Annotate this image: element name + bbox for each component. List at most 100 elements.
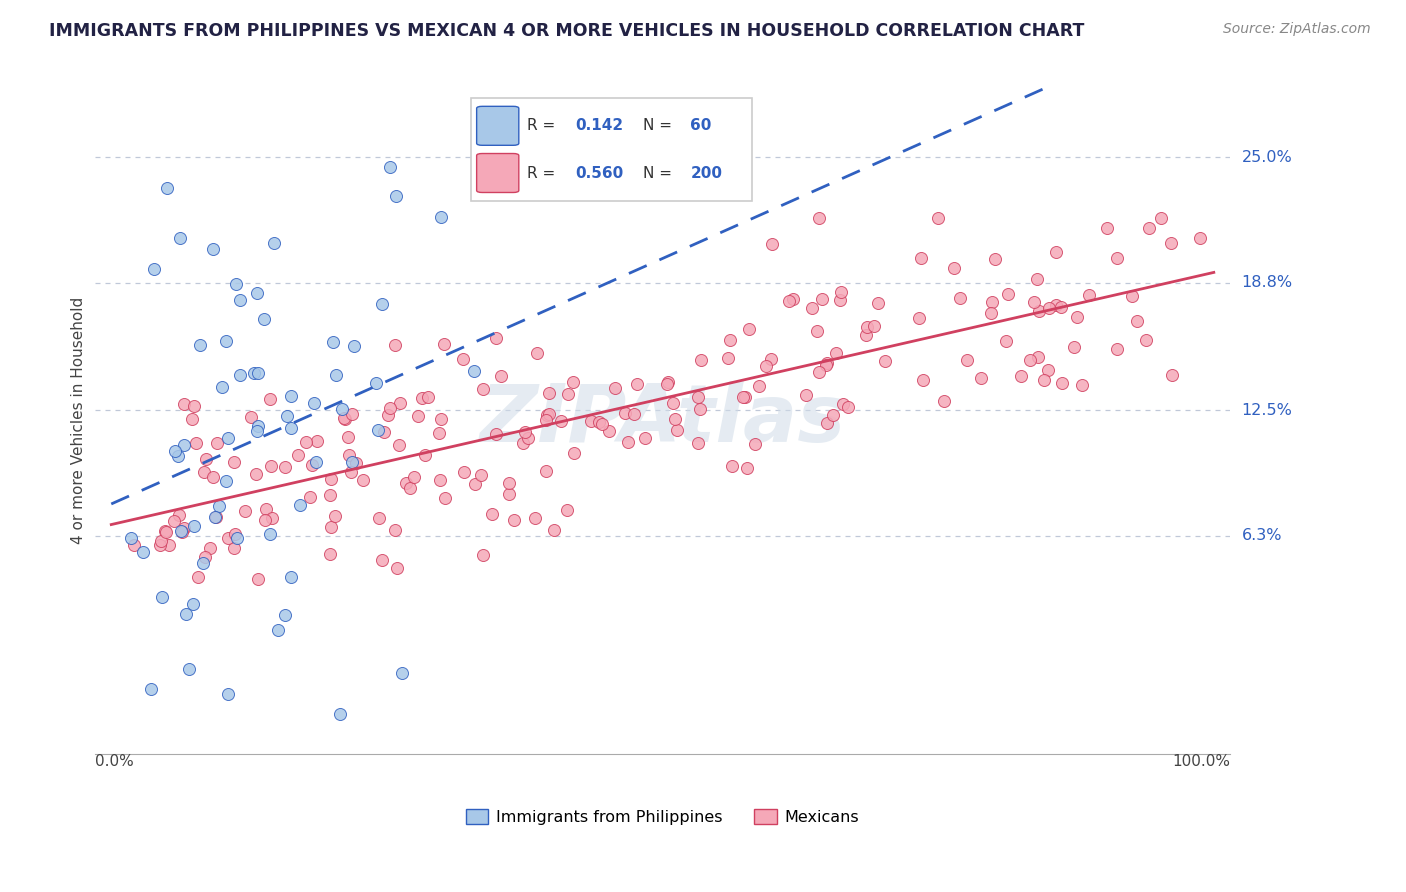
Point xyxy=(173,438,195,452)
Point xyxy=(534,464,557,478)
Point xyxy=(263,235,285,250)
Point xyxy=(274,608,297,623)
Point xyxy=(626,376,648,391)
Point xyxy=(557,387,579,401)
Point xyxy=(433,336,456,351)
Point xyxy=(411,391,433,405)
Point xyxy=(337,430,360,444)
Point xyxy=(304,396,326,410)
Point xyxy=(429,473,451,487)
Point xyxy=(1033,373,1056,387)
Point xyxy=(1028,304,1050,318)
Point xyxy=(665,423,688,437)
Point xyxy=(808,365,831,379)
Text: N =: N = xyxy=(643,166,676,180)
Point xyxy=(194,549,217,564)
Point xyxy=(855,327,877,342)
Point xyxy=(453,465,475,479)
Point xyxy=(307,434,329,448)
Point xyxy=(368,510,391,524)
Point xyxy=(208,499,231,513)
Point xyxy=(287,448,309,462)
Point xyxy=(156,180,179,194)
Point xyxy=(801,301,824,315)
Point xyxy=(298,491,321,505)
Point xyxy=(981,295,1004,310)
Point xyxy=(217,531,239,545)
Point xyxy=(155,524,177,539)
Text: 6.3%: 6.3% xyxy=(1241,528,1282,543)
Point xyxy=(737,321,759,335)
Point xyxy=(186,570,208,584)
Text: 100.0%: 100.0% xyxy=(1173,755,1230,769)
Point xyxy=(163,444,186,458)
Point xyxy=(184,435,207,450)
Point xyxy=(201,242,224,256)
Point xyxy=(908,310,931,325)
Point xyxy=(226,531,249,545)
Point xyxy=(252,311,274,326)
Point xyxy=(980,306,1002,320)
Point xyxy=(325,368,347,382)
Point xyxy=(243,366,266,380)
Point xyxy=(183,519,205,533)
Point xyxy=(205,509,228,524)
Point xyxy=(198,541,221,556)
Point xyxy=(1019,352,1042,367)
Point xyxy=(335,411,357,425)
Point xyxy=(280,570,302,584)
Point xyxy=(949,292,972,306)
Point xyxy=(1107,342,1129,356)
Point xyxy=(222,455,245,469)
Point xyxy=(429,210,451,224)
Point xyxy=(657,375,679,389)
Point xyxy=(406,409,429,424)
Point xyxy=(808,211,831,225)
Point xyxy=(515,425,537,439)
Point xyxy=(815,356,838,370)
Point xyxy=(174,607,197,622)
Point xyxy=(718,333,741,347)
Point xyxy=(274,459,297,474)
Point xyxy=(1050,300,1073,314)
Point xyxy=(1010,369,1032,384)
Point xyxy=(970,371,993,385)
Point xyxy=(340,465,363,479)
Point xyxy=(280,389,302,403)
Point xyxy=(254,502,277,516)
Text: IMMIGRANTS FROM PHILIPPINES VS MEXICAN 4 OR MORE VEHICLES IN HOUSEHOLD CORRELATI: IMMIGRANTS FROM PHILIPPINES VS MEXICAN 4… xyxy=(49,22,1084,40)
Point xyxy=(321,520,343,534)
Point xyxy=(912,373,935,387)
Point xyxy=(523,511,546,525)
Point xyxy=(367,423,389,437)
Point xyxy=(181,597,204,611)
Point xyxy=(1045,298,1067,312)
Point xyxy=(516,431,538,445)
Point xyxy=(294,434,316,449)
Point xyxy=(1024,295,1046,310)
Point xyxy=(616,435,638,450)
Point xyxy=(634,431,657,445)
Point xyxy=(333,410,356,425)
Point xyxy=(205,435,228,450)
Point xyxy=(181,411,204,425)
Point xyxy=(247,418,270,433)
Point xyxy=(744,437,766,451)
Point xyxy=(276,409,298,424)
Point xyxy=(623,407,645,421)
Point xyxy=(463,364,485,378)
Point xyxy=(142,261,165,276)
Point xyxy=(598,424,620,438)
Point xyxy=(464,477,486,491)
Point xyxy=(1188,231,1211,245)
FancyBboxPatch shape xyxy=(471,98,752,201)
Point xyxy=(866,296,889,310)
Point xyxy=(735,461,758,475)
Point xyxy=(686,391,709,405)
Point xyxy=(337,448,360,462)
Point xyxy=(733,390,755,404)
Point xyxy=(591,417,613,432)
FancyBboxPatch shape xyxy=(477,153,519,193)
Point xyxy=(321,472,343,486)
Point xyxy=(761,237,783,252)
